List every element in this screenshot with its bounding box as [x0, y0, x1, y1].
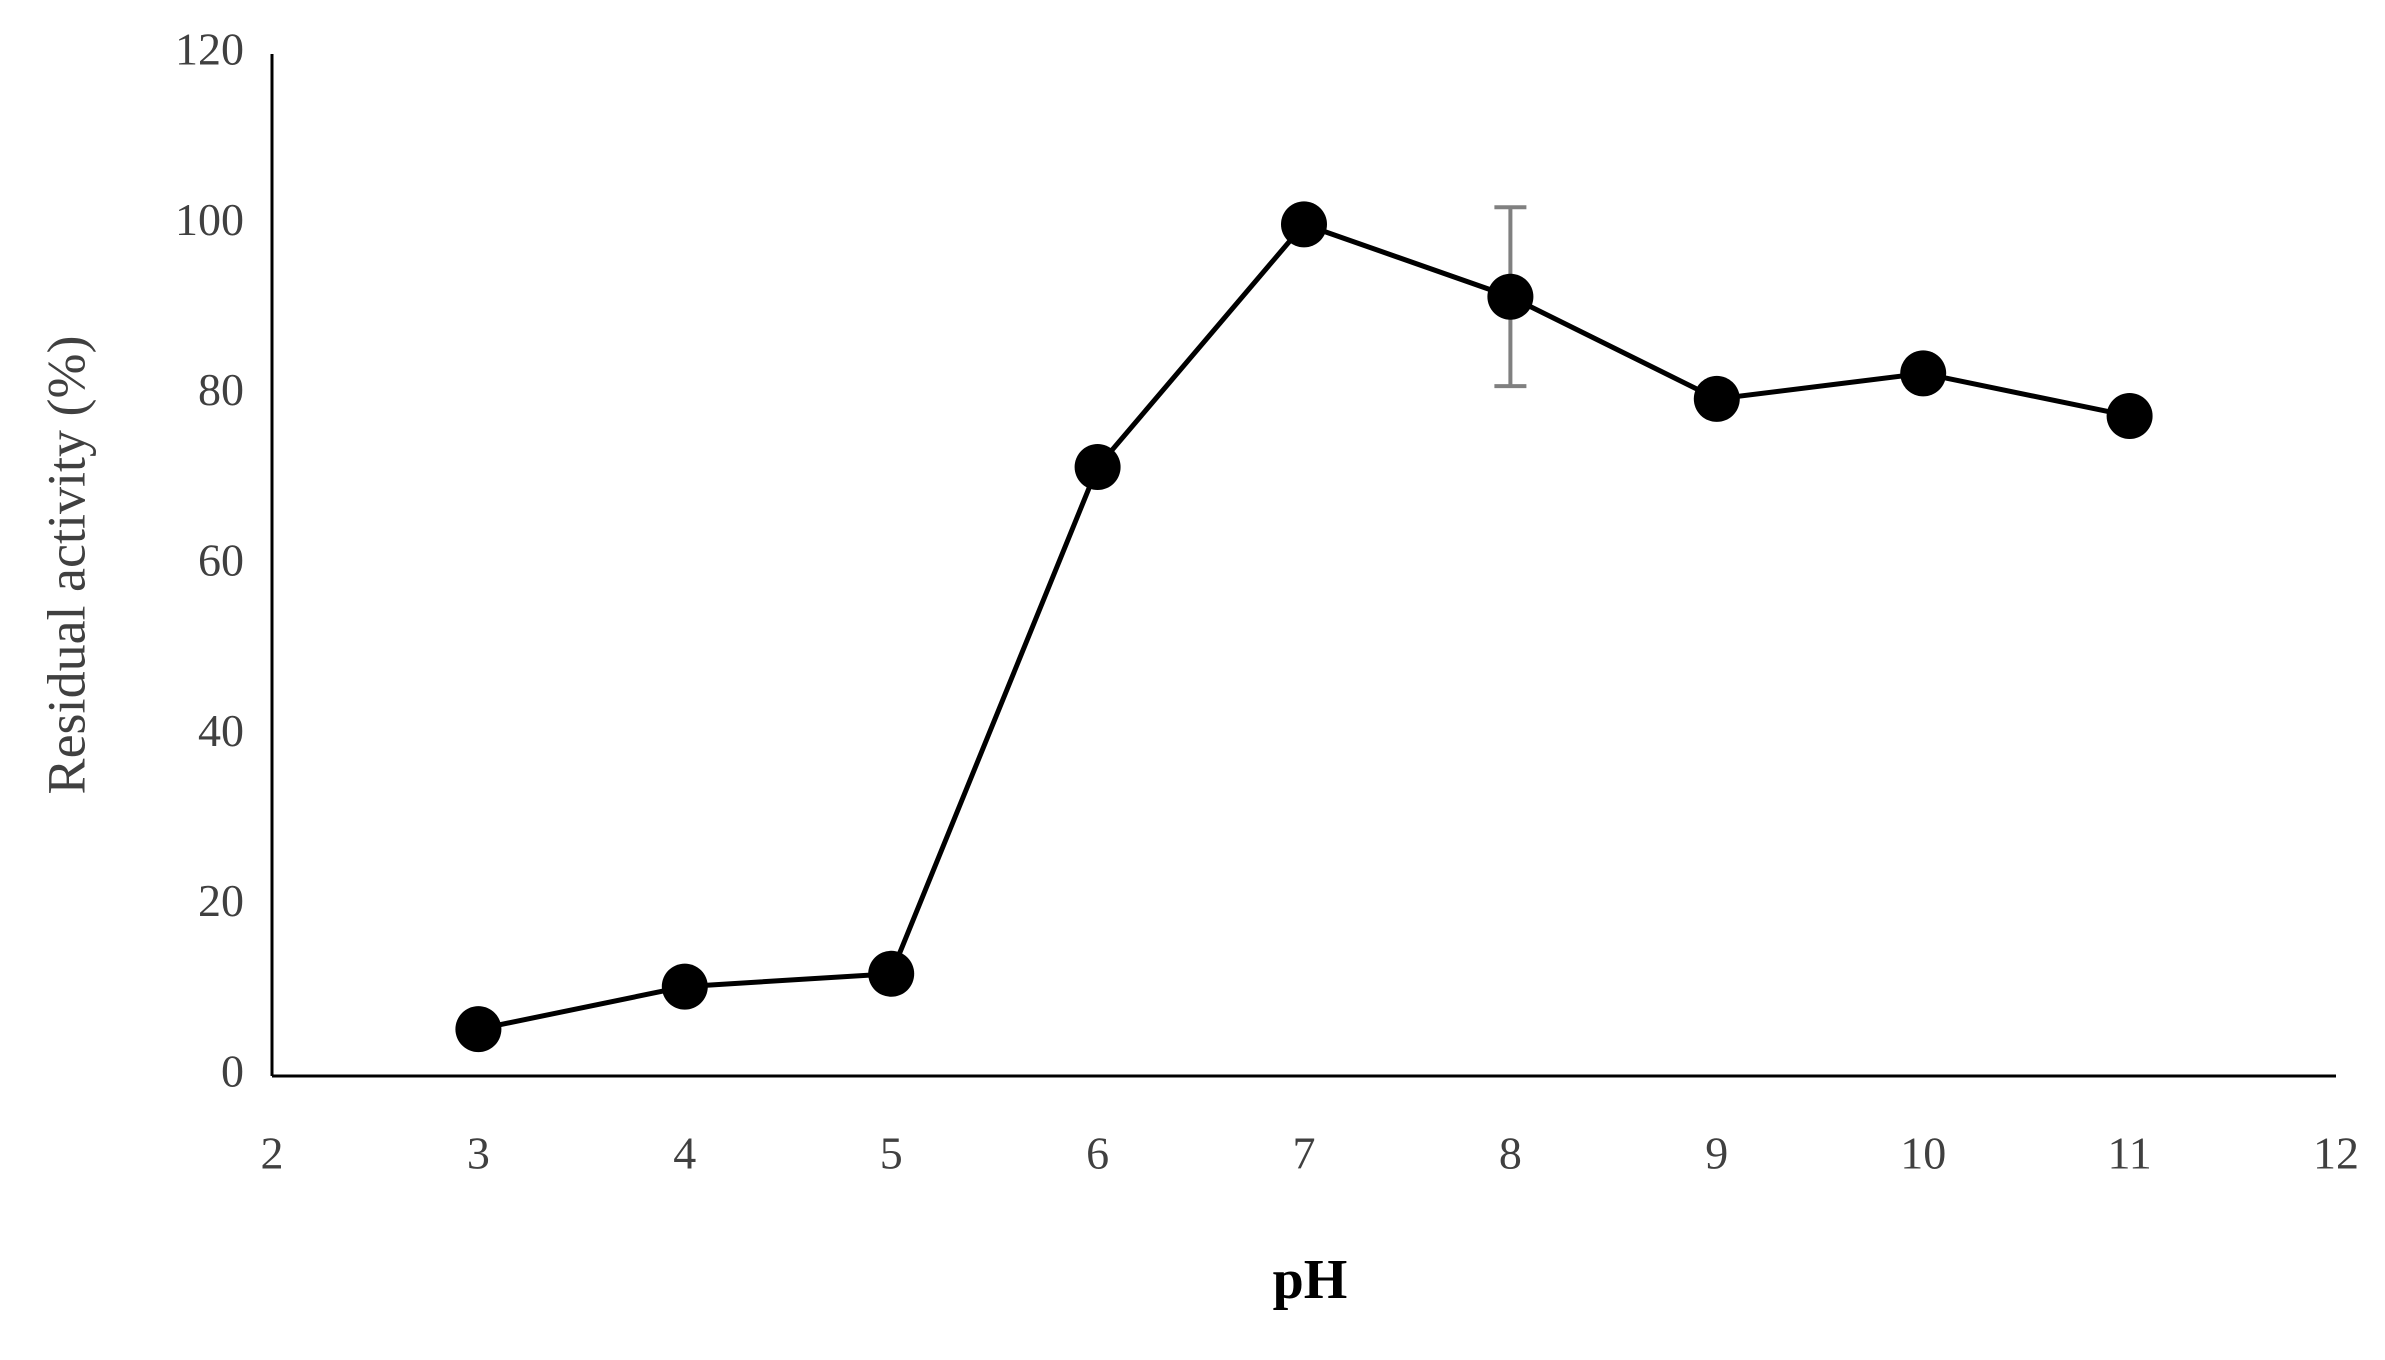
- x-tick-label: 3: [467, 1128, 490, 1179]
- x-tick-label: 11: [2107, 1128, 2151, 1179]
- x-tick-label: 2: [261, 1128, 284, 1179]
- y-tick-label: 40: [198, 705, 244, 756]
- marker: [1281, 201, 1327, 248]
- x-tick-label: 10: [1900, 1128, 1946, 1179]
- y-tick-label: 60: [198, 535, 244, 586]
- x-tick-label: 9: [1705, 1128, 1728, 1179]
- series-line: [477, 221, 2131, 1032]
- y-axis-title: Residual activity (%): [36, 336, 96, 795]
- x-tick-label: 5: [880, 1128, 903, 1179]
- y-tick-label: 100: [175, 194, 244, 245]
- marker: [1074, 444, 1121, 491]
- y-tick-label: 120: [175, 24, 244, 75]
- marker: [1487, 273, 1534, 320]
- x-tick-label: 4: [673, 1128, 696, 1179]
- marker: [455, 1006, 502, 1053]
- marker: [2106, 392, 2153, 439]
- x-tick-label: 12: [2313, 1128, 2359, 1179]
- marker: [1900, 350, 1947, 397]
- x-axis-title: pH: [1273, 1249, 1348, 1311]
- y-tick-label: 0: [221, 1046, 244, 1097]
- marker: [661, 963, 708, 1010]
- marker: [868, 950, 915, 997]
- x-tick-label: 7: [1293, 1128, 1316, 1179]
- x-tick-label: 6: [1086, 1128, 1109, 1179]
- x-tick-label: 8: [1499, 1128, 1522, 1179]
- y-tick-label: 80: [198, 364, 244, 415]
- y-tick-label: 20: [198, 875, 244, 926]
- marker: [1693, 375, 1740, 422]
